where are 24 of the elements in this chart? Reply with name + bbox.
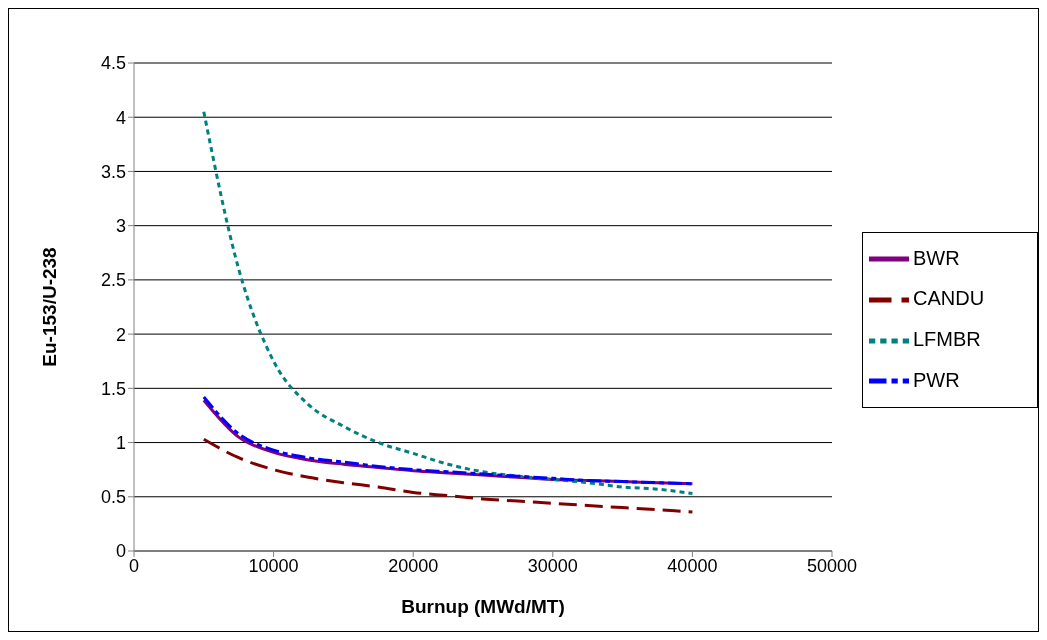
x-tick-label: 20000 xyxy=(388,555,439,576)
x-tick-label: 50000 xyxy=(806,555,858,576)
y-tick-label: 3 xyxy=(115,216,126,237)
y-axis-title: Eu-153/U-238 xyxy=(38,247,60,367)
y-tick-label: 2.5 xyxy=(100,270,126,291)
x-tick-label: 40000 xyxy=(667,555,718,576)
legend-label: PWR xyxy=(913,368,960,391)
line-series xyxy=(202,110,694,496)
x-tick-label: 30000 xyxy=(527,555,578,576)
y-tick-label: 4 xyxy=(115,107,126,128)
legend-label: BWR xyxy=(913,246,960,269)
y-tick-label: 4.5 xyxy=(100,53,126,74)
legend-label: LFMBR xyxy=(913,328,981,350)
x-tick-label: 10000 xyxy=(248,555,299,576)
y-tick-label: 0.5 xyxy=(100,487,126,508)
x-axis-title: Burnup (MWd/MT) xyxy=(401,596,565,617)
y-tick-label: 0 xyxy=(115,541,126,562)
y-tick-label: 1 xyxy=(115,432,126,453)
legend-label: CANDU xyxy=(913,287,985,310)
y-tick-label: 2 xyxy=(115,324,126,345)
x-tick-label: 0 xyxy=(128,555,140,576)
y-tick-label: 3.5 xyxy=(100,161,126,182)
y-tick-label: 1.5 xyxy=(100,378,126,399)
line-series xyxy=(202,437,694,514)
